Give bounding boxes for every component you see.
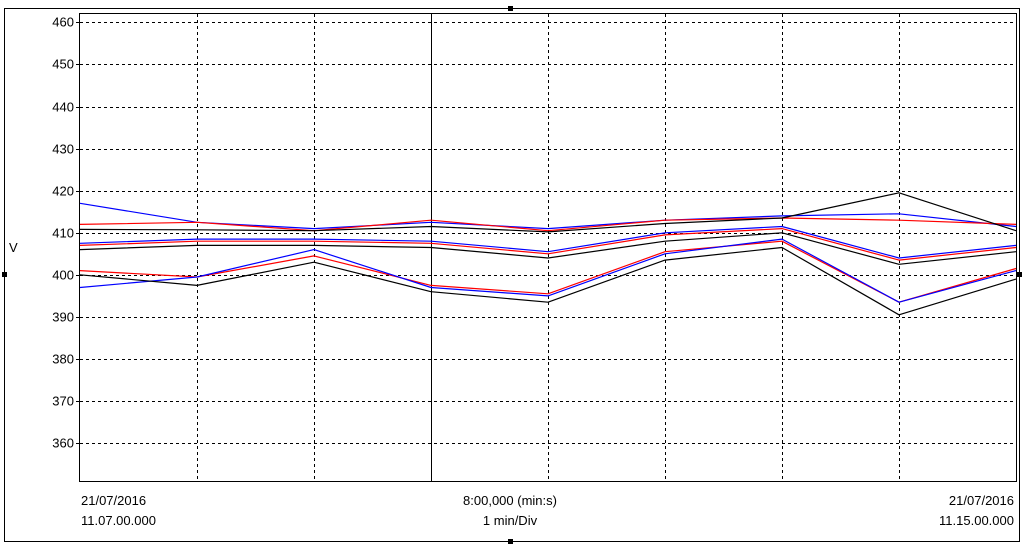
y-tick-label: 360: [52, 436, 74, 451]
y-tick-label: 390: [52, 310, 74, 325]
x-end-date: 21/07/2016: [948, 493, 1014, 508]
grid: [80, 14, 1016, 481]
resize-handle-right[interactable]: [1017, 272, 1022, 277]
y-tick-label: 420: [52, 184, 74, 199]
series-line-5: [79, 228, 1017, 261]
series-line-1: [79, 202, 1017, 230]
series-line-8: [79, 238, 1017, 303]
x-end-time: 11.15.00.000: [939, 513, 1014, 528]
y-tick-label: 370: [52, 394, 74, 409]
series-layer: [79, 192, 1017, 316]
resize-handles: [2, 6, 1022, 544]
resize-handle-left[interactable]: [2, 272, 7, 277]
x-start-time: 11.07.00.000: [81, 513, 156, 528]
y-tick-label: 430: [52, 142, 74, 157]
y-axis-label: V: [9, 240, 18, 255]
y-tick-label: 400: [52, 268, 74, 283]
series-line-3: [79, 192, 1017, 233]
resize-handle-top[interactable]: [508, 6, 513, 11]
y-tick-label: 410: [52, 226, 74, 241]
series-line-6: [79, 232, 1017, 265]
series-line-4: [79, 225, 1017, 259]
series-line-2: [79, 217, 1017, 232]
series-line-9: [79, 246, 1017, 316]
series-line-7: [79, 240, 1017, 303]
x-start-date: 21/07/2016: [81, 493, 147, 508]
y-tick-label: 440: [52, 100, 74, 115]
y-tick-label: 380: [52, 352, 74, 367]
y-tick-label: 460: [52, 15, 74, 30]
resize-handle-bottom[interactable]: [508, 539, 513, 544]
x-time-span: 8:00,000 (min:s): [463, 493, 557, 508]
y-axis-ticks: 360 370 380 390 400 410 420 430 440 450 460: [52, 15, 80, 451]
x-time-scale: 1 min/Div: [482, 513, 538, 528]
y-tick-label: 450: [52, 57, 74, 72]
